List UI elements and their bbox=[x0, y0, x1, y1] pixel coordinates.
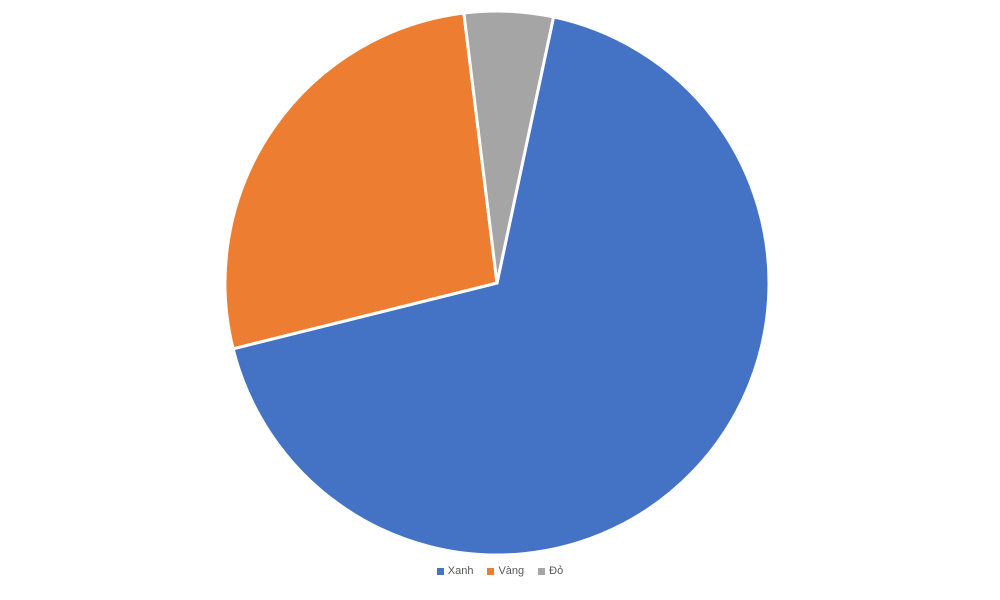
chart-legend: Xanh Vàng Đỏ bbox=[0, 566, 1000, 577]
pie-slice-xanh[interactable] bbox=[231, 15, 771, 557]
square-marker-gray bbox=[538, 568, 546, 575]
legend-item-xanh[interactable]: Xanh bbox=[436, 565, 474, 577]
pie-slices-group bbox=[223, 9, 771, 557]
pie-slice-vàng[interactable] bbox=[223, 11, 499, 351]
square-marker-orange bbox=[487, 568, 495, 575]
legend-item-vàng[interactable]: Vàng bbox=[487, 566, 524, 577]
legend-label: Vàng bbox=[498, 565, 525, 577]
pie-svg bbox=[223, 9, 771, 557]
legend-label: Đỏ bbox=[549, 565, 564, 577]
pie-plot-area bbox=[223, 9, 771, 557]
square-marker-blue bbox=[436, 568, 444, 575]
legend-label: Xanh bbox=[447, 565, 474, 577]
pie-slice-đỏ[interactable] bbox=[462, 9, 556, 284]
legend-item-đỏ[interactable]: Đỏ bbox=[538, 566, 563, 577]
